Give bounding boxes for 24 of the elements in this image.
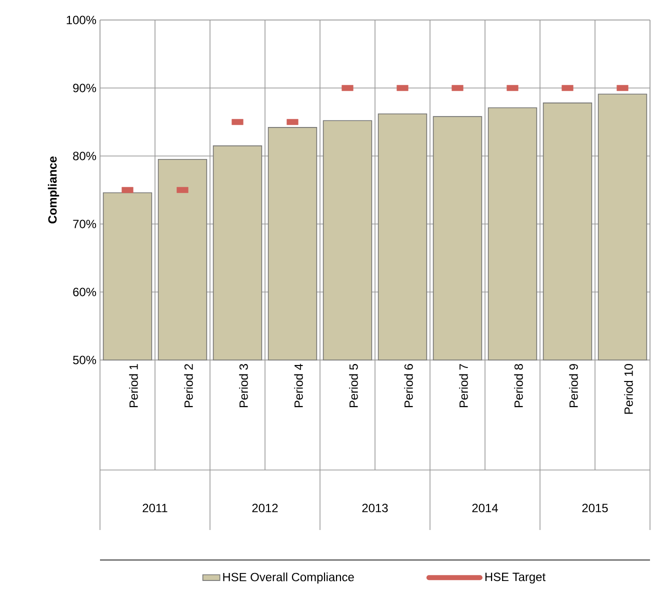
x-tick-label: Period 6: [404, 364, 413, 408]
y-tick-label: 100%: [66, 16, 96, 24]
y-tick-label: 60%: [73, 288, 96, 296]
y-tick-label: 80%: [73, 152, 96, 160]
y-tick-label: 70%: [73, 220, 96, 228]
y-tick-label: 90%: [73, 84, 96, 92]
text: 2014: [472, 504, 498, 512]
x-tick-label: Period 4: [294, 364, 303, 408]
x-tick-label: Period 7: [459, 364, 468, 408]
x-tick-label: Period 1: [129, 364, 138, 408]
x-tick-label: Period 2: [184, 364, 193, 408]
x-tick-label: Period 9: [569, 364, 578, 408]
text: 2011: [142, 504, 168, 512]
x-tick-label: Period 3: [239, 364, 248, 408]
text: 2013: [362, 504, 388, 512]
legend-label: HSE Target: [485, 572, 546, 584]
y-tick-label: 50%: [73, 356, 96, 364]
x-tick-label: Period 5: [349, 364, 358, 408]
x-tick-label: Period 8: [514, 364, 523, 408]
y-axis-title: Compliance: [48, 156, 60, 224]
x-tick-label: Period 10: [624, 364, 633, 414]
legend-label: HSE Overall Compliance: [223, 572, 354, 584]
text: 2015: [582, 504, 608, 512]
text: 2012: [252, 504, 278, 512]
